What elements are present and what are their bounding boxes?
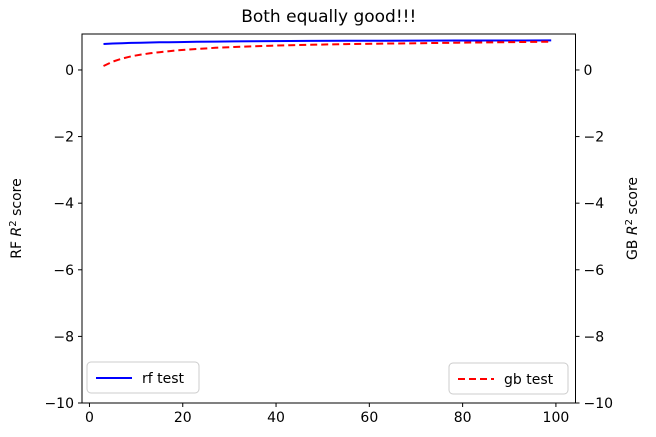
series-line-rf-test (103, 39, 552, 45)
legend-label: rf test (142, 371, 185, 387)
plot-box (81, 33, 576, 404)
y-tick-label-right: −8 (584, 329, 605, 345)
y-axis-label-right: GB R2 score (624, 177, 641, 260)
y-axis-label-left: RF R2 score (8, 178, 25, 258)
y-tick-label-right: −4 (584, 196, 605, 212)
legend-label: gb test (504, 372, 554, 388)
x-tick-label: 100 (543, 410, 570, 426)
y-tick-label-left: −10 (44, 396, 74, 412)
series-line-gb-test (103, 40, 552, 67)
y-tick-label-right: 0 (584, 63, 593, 79)
y-tick-label-left: −8 (53, 329, 74, 345)
y-tick-label-right: −10 (584, 396, 614, 412)
y-tick-label-left: 0 (65, 63, 74, 79)
x-tick-label: 80 (454, 410, 472, 426)
legend-box (86, 361, 200, 394)
y-tick-label-right: −6 (584, 263, 605, 279)
x-tick-label: 40 (267, 410, 285, 426)
x-tick-label: 20 (174, 410, 192, 426)
y-tick-label-left: −2 (53, 130, 74, 146)
y-tick-label-left: −4 (53, 196, 74, 212)
y-tick-label-right: −2 (584, 130, 605, 146)
chart-title: Both equally good!!! (241, 7, 416, 27)
legend-lower-left: rf test (86, 361, 200, 394)
legend-lower-right: gb test (448, 362, 569, 395)
legend-box (448, 362, 569, 395)
x-tick-label: 60 (360, 410, 378, 426)
x-tick-label: 0 (85, 410, 94, 426)
y-tick-label-left: −6 (53, 263, 74, 279)
